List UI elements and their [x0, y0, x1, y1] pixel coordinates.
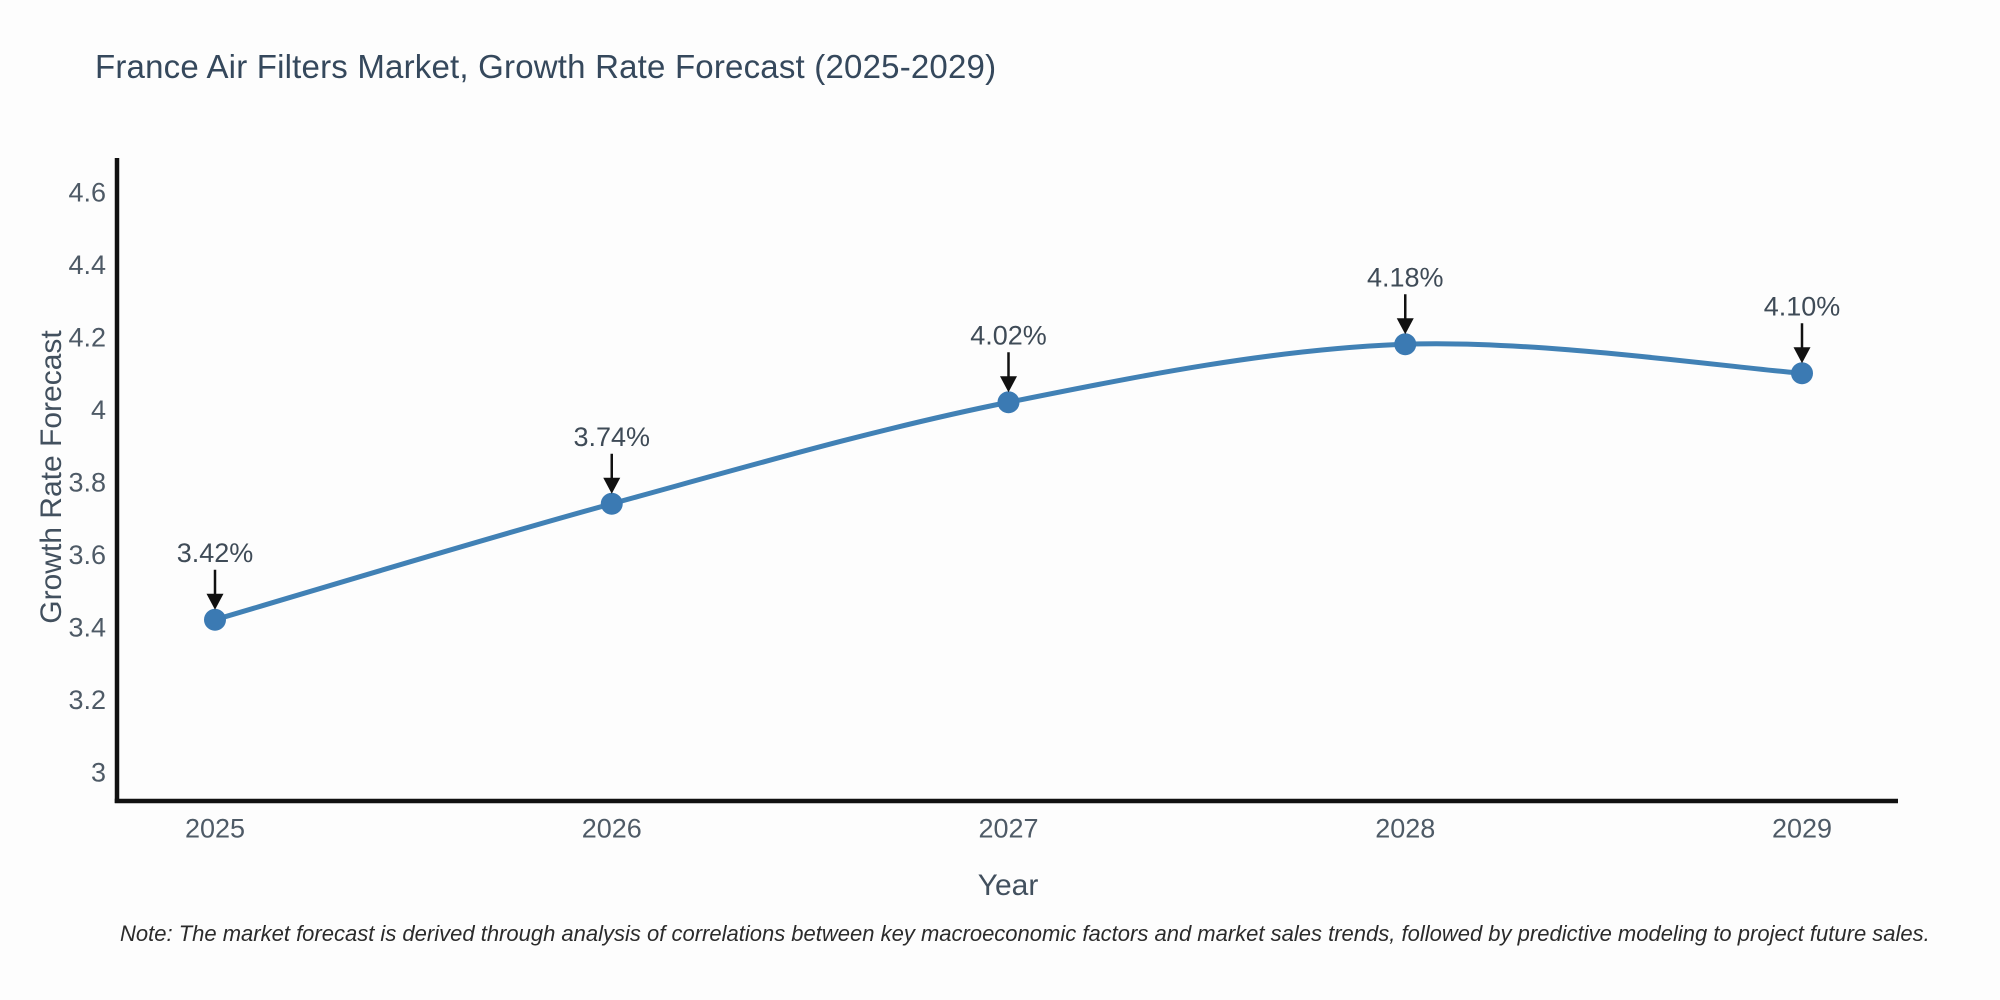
data-point-label: 4.02%: [970, 320, 1047, 350]
x-axis-title: Year: [977, 869, 1039, 902]
y-tick-label: 3.6: [68, 540, 106, 570]
y-tick-label: 3.2: [68, 685, 106, 715]
y-tick-label: 3.8: [68, 468, 106, 498]
y-tick-label: 3.4: [68, 613, 106, 643]
annotation-arrow-head: [206, 593, 224, 610]
annotation-arrow-head: [1793, 347, 1811, 364]
annotation-arrow-head: [1000, 376, 1017, 393]
x-tick-label: 2029: [1772, 814, 1832, 844]
x-tick-label: 2026: [582, 814, 642, 844]
chart-title: France Air Filters Market, Growth Rate F…: [95, 48, 997, 85]
footnote: Note: The market forecast is derived thr…: [120, 921, 1930, 946]
data-point-marker: [1791, 362, 1813, 385]
y-tick-label: 4.4: [68, 250, 106, 280]
data-point-label: 3.42%: [177, 538, 254, 568]
data-point-label: 3.74%: [573, 422, 650, 452]
data-point-label: 4.10%: [1764, 291, 1841, 321]
data-point-marker: [600, 492, 623, 515]
y-axis-title: Growth Rate Forecast: [35, 330, 68, 624]
data-point-label: 4.18%: [1367, 262, 1444, 292]
annotation-arrow-head: [603, 477, 621, 494]
y-tick-label: 4.2: [68, 323, 106, 353]
y-tick-label: 3: [91, 758, 106, 788]
data-point-marker: [1394, 333, 1417, 356]
data-point-marker: [204, 608, 226, 631]
x-tick-label: 2028: [1375, 814, 1435, 844]
y-tick-label: 4.6: [68, 178, 106, 208]
x-tick-label: 2025: [185, 814, 245, 844]
data-point-marker: [997, 391, 1020, 414]
annotation-arrow-head: [1396, 318, 1414, 335]
y-tick-label: 4: [91, 395, 106, 425]
x-tick-label: 2027: [978, 814, 1038, 844]
